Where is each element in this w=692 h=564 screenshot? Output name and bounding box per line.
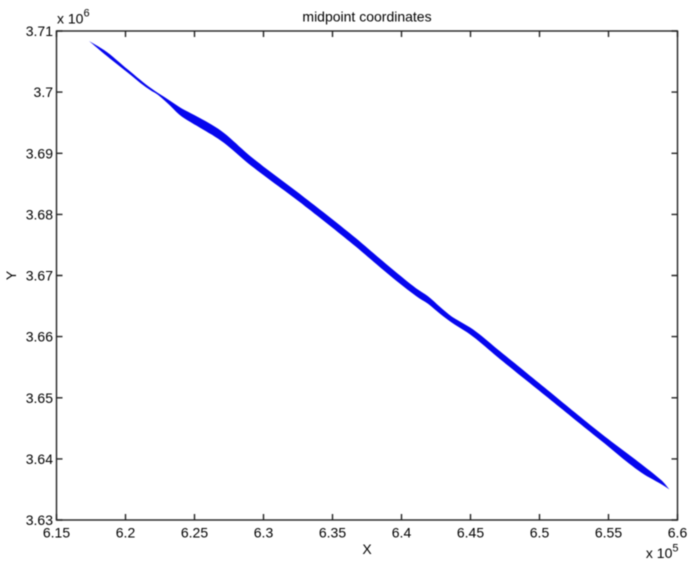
svg-text:6.25: 6.25 bbox=[181, 525, 208, 541]
svg-text:3.66: 3.66 bbox=[26, 329, 53, 345]
svg-text:3.63: 3.63 bbox=[26, 512, 53, 528]
svg-text:6.55: 6.55 bbox=[595, 525, 622, 541]
svg-text:3.71: 3.71 bbox=[26, 23, 53, 39]
svg-text:Y: Y bbox=[3, 270, 19, 280]
svg-text:x 105: x 105 bbox=[646, 542, 679, 561]
svg-text:3.7: 3.7 bbox=[34, 84, 54, 100]
svg-text:3.68: 3.68 bbox=[26, 206, 53, 222]
svg-text:6.35: 6.35 bbox=[319, 525, 346, 541]
svg-text:3.64: 3.64 bbox=[26, 451, 53, 467]
svg-text:6.5: 6.5 bbox=[530, 525, 550, 541]
svg-text:3.69: 3.69 bbox=[26, 145, 53, 161]
svg-text:6.4: 6.4 bbox=[392, 525, 412, 541]
svg-text:x 106: x 106 bbox=[57, 8, 90, 27]
svg-text:6.45: 6.45 bbox=[457, 525, 484, 541]
svg-text:X: X bbox=[362, 541, 372, 557]
svg-text:6.3: 6.3 bbox=[254, 525, 274, 541]
svg-text:midpoint coordinates: midpoint coordinates bbox=[302, 8, 431, 24]
svg-text:3.67: 3.67 bbox=[26, 268, 53, 284]
svg-text:6.6: 6.6 bbox=[668, 525, 688, 541]
svg-text:3.65: 3.65 bbox=[26, 390, 53, 406]
svg-text:6.2: 6.2 bbox=[116, 525, 136, 541]
svg-text:6.15: 6.15 bbox=[43, 525, 70, 541]
